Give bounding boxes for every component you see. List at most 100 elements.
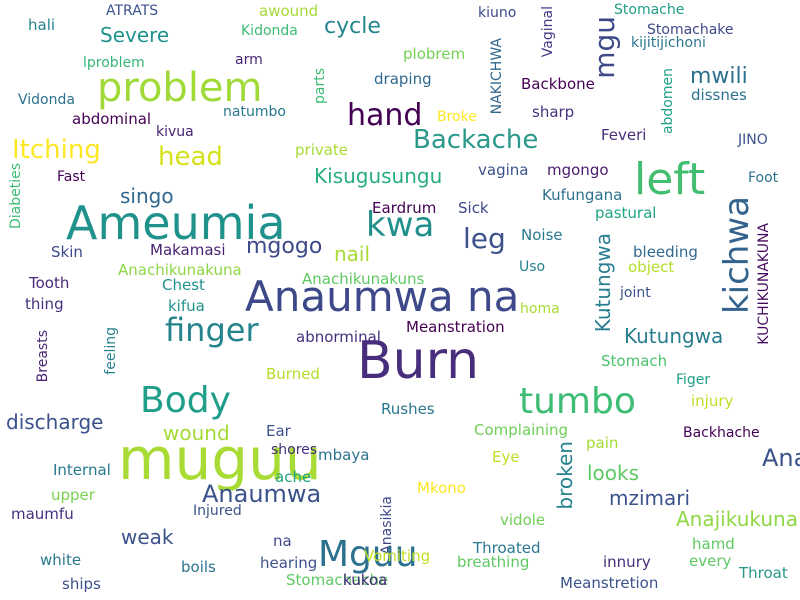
word: Ameumia [66,196,286,250]
word: mbaya [318,446,370,464]
word: head [158,142,223,172]
word: every [689,552,732,570]
word: Itching [12,135,101,165]
word: feeling [103,327,119,375]
word: cycle [324,14,381,39]
word: Stomach [601,352,668,370]
word: Meanstration [406,318,505,336]
word: Severe [100,23,170,47]
word: NAKICHWA [489,38,505,115]
word: Anaumwa [202,480,322,508]
word: parts [312,68,328,105]
word: Internal [53,461,111,479]
word: discharge [6,410,104,434]
word: pastural [595,204,657,222]
word: nail [334,242,371,266]
word: Skin [51,243,83,261]
word: problem [97,65,263,111]
word: awound [259,2,319,20]
word: plobrem [403,45,466,63]
word: private [295,141,349,159]
word: Meanstretion [560,574,659,592]
word: lproblem [83,55,145,71]
word: Tooth [29,274,70,292]
word: natumbo [223,104,286,120]
word: Vaginal [540,6,556,58]
word: Foot [748,170,779,186]
word: kivua [156,124,194,140]
word: joint [620,285,651,301]
word: Backache [413,125,539,155]
word: mwili [690,64,748,89]
word: Vomiting [364,547,431,565]
word: Ear [266,422,291,440]
word: Burned [266,365,320,383]
word: homa [520,301,560,317]
word: hamd [692,535,735,553]
word: ache [275,468,312,486]
word: Backhache [683,425,760,441]
word: hand [347,98,423,133]
word: abdomen [660,68,676,135]
word: ATRATS [106,3,159,19]
word: Throated [473,539,541,557]
word: mzimari [609,486,691,510]
word: JINO [738,132,768,148]
word: kichwa [717,196,757,315]
word: Mguu [318,534,418,575]
word: kwa [366,205,435,245]
word: Anachikunakuns [302,270,425,288]
word: Anachikunakuna [118,261,242,279]
word: bleeding [633,243,698,261]
word: wound [163,421,230,445]
word: abnorminal [296,328,381,346]
word: Chest [162,276,205,294]
word: Injured [193,503,242,519]
word: Throat [739,564,788,582]
word: Kutungwa [591,233,615,333]
word: draping [374,70,432,88]
word: pain [586,434,619,452]
word: kukoa [343,571,388,589]
word: Vidonda [18,92,75,108]
word: muguu [118,425,322,493]
word: vagina [478,161,529,179]
word: arm [235,52,263,68]
word: sharp [532,103,575,121]
word: Backbone [521,75,595,93]
word: ships [62,575,101,593]
word: Stomachake [647,22,734,38]
word: broken [553,441,577,510]
word: mgu [588,16,621,79]
word: hearing [260,554,318,572]
word: kifua [168,297,205,315]
word: looks [587,461,640,485]
word: Broke [437,109,477,125]
word: Noise [521,226,563,244]
word: Anajikunakuna [762,444,800,472]
word: vidole [500,511,546,529]
word: upper [51,486,95,504]
word: injury [691,392,734,410]
word: Kidonda [241,23,298,39]
word: shores [271,442,318,458]
word: dissnes [691,86,747,104]
word: innury [603,553,651,571]
word: Anaumwa na [245,272,520,321]
word: breathing [457,553,530,571]
word: abdominal [72,110,152,128]
word: object [628,258,675,276]
word: Feveri [601,126,647,144]
word: na [273,532,292,550]
word: Body [140,380,231,421]
word: Uso [519,259,546,275]
word: Rushes [381,400,435,418]
word: Stomache [614,2,685,18]
word: Makamasi [150,241,226,259]
word: boils [181,558,216,576]
word: Complaining [474,421,569,439]
word: Fast [57,169,86,185]
word: kijitijichoni [631,35,706,51]
word: Eye [492,448,520,466]
